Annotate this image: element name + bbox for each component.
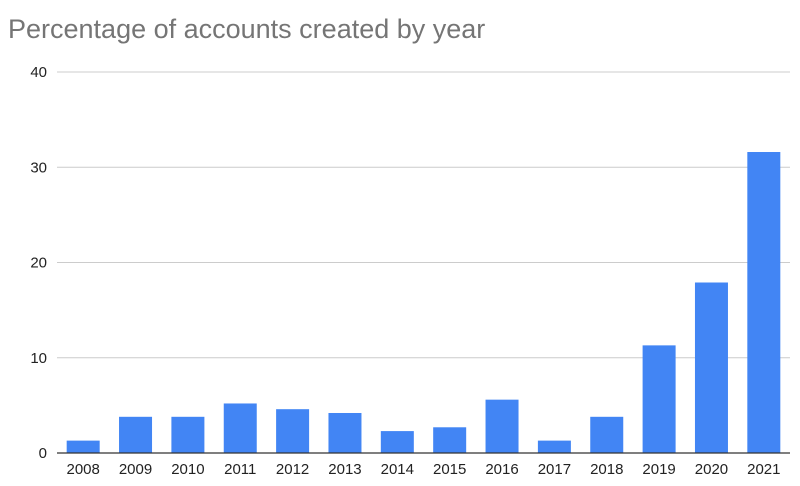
bar — [747, 152, 781, 453]
bar — [276, 409, 310, 453]
x-tick-label: 2009 — [119, 461, 152, 478]
bar — [590, 416, 624, 453]
bar — [119, 416, 153, 453]
y-tick-label: 40 — [30, 64, 47, 81]
bar — [537, 440, 571, 453]
bar — [328, 412, 362, 453]
x-tick-label: 2012 — [276, 461, 309, 478]
x-tick-label: 2008 — [66, 461, 99, 478]
y-tick-label: 0 — [39, 445, 47, 462]
x-tick-label: 2018 — [590, 461, 623, 478]
bar — [694, 282, 728, 453]
x-tick-label: 2021 — [747, 461, 780, 478]
x-tick-label: 2015 — [433, 461, 466, 478]
x-tick-label: 2014 — [381, 461, 414, 478]
bar — [433, 427, 467, 453]
x-tick-label: 2017 — [538, 461, 571, 478]
bar — [171, 416, 205, 453]
chart-title: Percentage of accounts created by year — [8, 14, 486, 44]
bar — [642, 345, 676, 453]
bar — [66, 440, 100, 453]
x-tick-label: 2011 — [224, 461, 256, 478]
x-tick-label: 2013 — [328, 461, 361, 478]
y-tick-label: 10 — [30, 350, 47, 367]
x-tick-label: 2020 — [695, 461, 728, 478]
x-tick-label: 2016 — [485, 461, 518, 478]
bar — [380, 431, 414, 453]
x-tick-label: 2019 — [642, 461, 675, 478]
bar — [485, 399, 519, 453]
bar — [223, 403, 257, 453]
y-tick-label: 20 — [30, 255, 47, 272]
x-tick-label: 2010 — [171, 461, 204, 478]
y-tick-label: 30 — [30, 159, 47, 176]
